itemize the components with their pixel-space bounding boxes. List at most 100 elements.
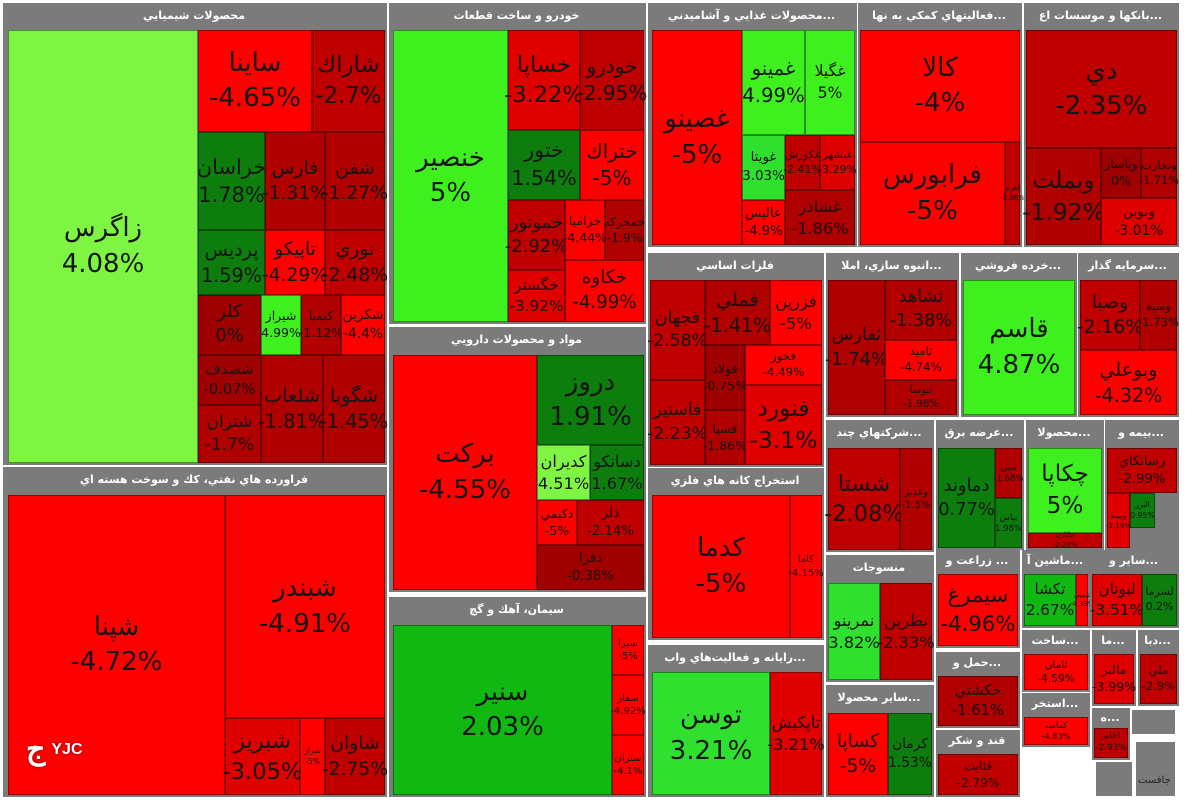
stock-tile[interactable]: فنورد -3.1% xyxy=(745,385,822,465)
stock-tile[interactable]: وتجارت -1.71% xyxy=(1139,148,1179,198)
stock-tile[interactable]: دسانكو 1.67% xyxy=(590,445,644,500)
sector-header[interactable]: محصولات شيميايي xyxy=(3,3,385,29)
stock-tile[interactable]: دي -2.35% xyxy=(1026,30,1177,148)
stock-tile[interactable]: فجهان -2.58% xyxy=(647,280,708,380)
stock-tile[interactable]: توسن 3.21% xyxy=(652,672,770,795)
sector-header[interactable]: فلزات اساسي xyxy=(648,253,822,279)
stock-tile[interactable]: نمرينو 3.82% xyxy=(828,583,880,680)
stock-tile[interactable]: دلر -2.14% xyxy=(577,500,644,545)
stock-tile[interactable]: سفار -4.92% xyxy=(610,675,646,735)
stock-tile[interactable]: ثامان -4.59% xyxy=(1024,654,1088,690)
stock-tile[interactable]: فزرين -5% xyxy=(770,280,822,345)
stock-tile[interactable]: تپمپي -4.39% xyxy=(1070,574,1094,626)
sector-header[interactable]: منسوجات xyxy=(826,555,932,581)
sector-header[interactable]: ...محصولا xyxy=(1026,420,1102,446)
stock-tile[interactable]: لسرما 0.2% xyxy=(1142,574,1177,626)
stock-tile[interactable]: فرابورس -5% xyxy=(860,142,1005,245)
stock-tile[interactable]: دكيمي -5% xyxy=(537,500,577,545)
stock-tile[interactable]: خكاوه -4.99% xyxy=(565,260,644,322)
stock-tile[interactable]: فاستير -2.23% xyxy=(647,380,708,465)
sector-header[interactable]: ...ما xyxy=(1092,630,1134,652)
sector-header[interactable]: ...حمل و xyxy=(936,652,1018,674)
sector-header[interactable]: ...دبا xyxy=(1138,630,1177,652)
stock-tile[interactable]: مبين -1.68% xyxy=(994,448,1023,498)
stock-tile[interactable]: وغدير -1.5% xyxy=(900,448,932,550)
stock-tile[interactable]: كيميا -1.12% xyxy=(299,295,343,355)
stock-tile[interactable]: ستران -4.1% xyxy=(612,735,644,795)
stock-tile[interactable]: نطرين -2.33% xyxy=(877,583,935,680)
stock-tile[interactable]: وبملت -1.92% xyxy=(1022,148,1105,245)
minor-sector[interactable] xyxy=(1134,740,1177,798)
stock-tile[interactable]: عاليس -4.9% xyxy=(742,200,785,245)
stock-tile[interactable]: ملي -2.9% xyxy=(1140,654,1177,704)
stock-tile[interactable]: فملي -1.41% xyxy=(704,280,771,345)
stock-tile[interactable]: چكاپا 5% xyxy=(1028,448,1102,533)
stock-tile[interactable]: شاوان -2.75% xyxy=(322,718,388,795)
stock-tile[interactable]: شراز -5% xyxy=(300,718,325,795)
stock-tile[interactable]: اخابر -2.93% xyxy=(1094,728,1128,758)
sector-header[interactable]: قند و شكر xyxy=(936,730,1018,752)
stock-tile[interactable]: بپاس 1.98% xyxy=(995,498,1022,548)
stock-tile[interactable]: كساپا -5% xyxy=(828,713,888,795)
stock-tile[interactable]: مالبر -3.99% xyxy=(1092,654,1136,704)
sector-header[interactable]: سيمان، آهك و گچ xyxy=(389,597,644,623)
stock-tile[interactable]: خگستر -3.92% xyxy=(508,270,565,322)
stock-tile[interactable]: ختور 1.54% xyxy=(508,130,580,200)
sector-header[interactable]: ...محصولات غذايي و آشاميدني xyxy=(648,3,855,29)
sector-header[interactable]: مواد و محصولات دارويي xyxy=(389,327,644,353)
sector-header[interactable]: ...خرده فروشي xyxy=(961,253,1075,279)
stock-tile[interactable]: دروز 1.91% xyxy=(537,355,644,445)
stock-tile[interactable]: تكشا 2.67% xyxy=(1024,574,1076,626)
stock-tile[interactable]: اهرم -2.06% xyxy=(1000,142,1025,245)
sector-header[interactable]: ...ماشين آ xyxy=(1022,550,1088,572)
stock-tile[interactable]: سنير 2.03% xyxy=(393,625,612,795)
stock-tile[interactable]: غبشهر -3.29% xyxy=(818,135,857,190)
stock-tile[interactable]: دماوند 0.77% xyxy=(938,448,995,548)
stock-tile[interactable]: تاپيكو -4.29% xyxy=(262,230,328,295)
stock-tile[interactable]: ثاميد -4.74% xyxy=(885,340,957,380)
stock-tile[interactable]: شلعاب -1.81% xyxy=(258,355,326,463)
stock-tile[interactable]: شفن -1.27% xyxy=(322,132,388,230)
stock-tile[interactable]: شستا -2.08% xyxy=(824,448,904,550)
sector-header[interactable]: فراورده هاي نفتي، كك و سوخت هسته اي xyxy=(3,467,385,493)
stock-tile[interactable]: خراسان 1.78% xyxy=(197,132,266,230)
stock-tile[interactable]: وسپه -1.73% xyxy=(1138,280,1179,350)
stock-tile[interactable]: شگويا -1.45% xyxy=(320,355,388,463)
sector-header[interactable]: ...فعاليتهاي كمكي به نها xyxy=(858,3,1020,29)
stock-tile[interactable]: غگيلا 5% xyxy=(805,30,855,135)
sector-header[interactable]: ...ه xyxy=(1092,708,1128,728)
stock-tile[interactable]: كماسه -4.83% xyxy=(1024,717,1088,745)
stock-tile[interactable]: بركت -4.55% xyxy=(393,355,537,590)
stock-tile[interactable]: فارس -1.31% xyxy=(262,132,328,230)
stock-tile[interactable]: پرديس 1.59% xyxy=(198,230,265,295)
stock-tile[interactable]: خموتور -2.92% xyxy=(505,200,568,270)
stock-tile[interactable]: ساينا -4.65% xyxy=(198,30,312,132)
stock-tile[interactable]: غشاذر -1.86% xyxy=(785,190,855,245)
stock-tile[interactable]: كدما -5% xyxy=(652,495,790,638)
stock-tile[interactable]: البرز 0.95% xyxy=(1130,493,1155,528)
stock-tile[interactable]: خزاميا -4.44% xyxy=(563,200,607,260)
stock-tile[interactable]: غكورش -2.41% xyxy=(783,135,822,190)
stock-tile[interactable]: شبندر -4.91% xyxy=(225,495,385,718)
stock-tile[interactable]: شپنا -4.72% xyxy=(8,495,225,795)
stock-tile[interactable]: تاپكيش -3.21% xyxy=(767,672,825,795)
stock-tile[interactable]: شكربن -4.4% xyxy=(341,295,385,355)
minor-sector[interactable] xyxy=(1094,760,1134,798)
stock-tile[interactable]: غمينو 4.99% xyxy=(742,30,805,135)
stock-tile[interactable]: وصبا -2.16% xyxy=(1077,280,1143,350)
sector-header[interactable]: ...ساخت xyxy=(1022,630,1088,652)
stock-tile[interactable]: فسپا -1.86% xyxy=(703,410,747,465)
stock-tile[interactable]: خنصير 5% xyxy=(393,30,508,322)
sector-header[interactable]: استخراج كانه هاي فلزي xyxy=(648,468,822,494)
stock-tile[interactable]: خودرو -2.95% xyxy=(577,30,647,130)
stock-tile[interactable]: غصينو -5% xyxy=(652,30,742,245)
stock-tile[interactable]: سيمرغ -4.96% xyxy=(938,574,1018,646)
stock-tile[interactable]: قاسم 4.87% xyxy=(963,280,1075,415)
sector-header[interactable]: ...رايانه و فعاليت‌هاي واب xyxy=(648,645,822,671)
stock-tile[interactable]: لبوتان -3.51% xyxy=(1090,574,1144,626)
minor-sector[interactable] xyxy=(1130,708,1177,736)
sector-header[interactable]: ...شركتهاي چند xyxy=(826,420,932,446)
stock-tile[interactable]: دفرا -0.38% xyxy=(537,545,644,590)
stock-tile[interactable]: سيرا -5% xyxy=(612,625,644,675)
stock-tile[interactable]: نوري -2.48% xyxy=(322,230,388,295)
